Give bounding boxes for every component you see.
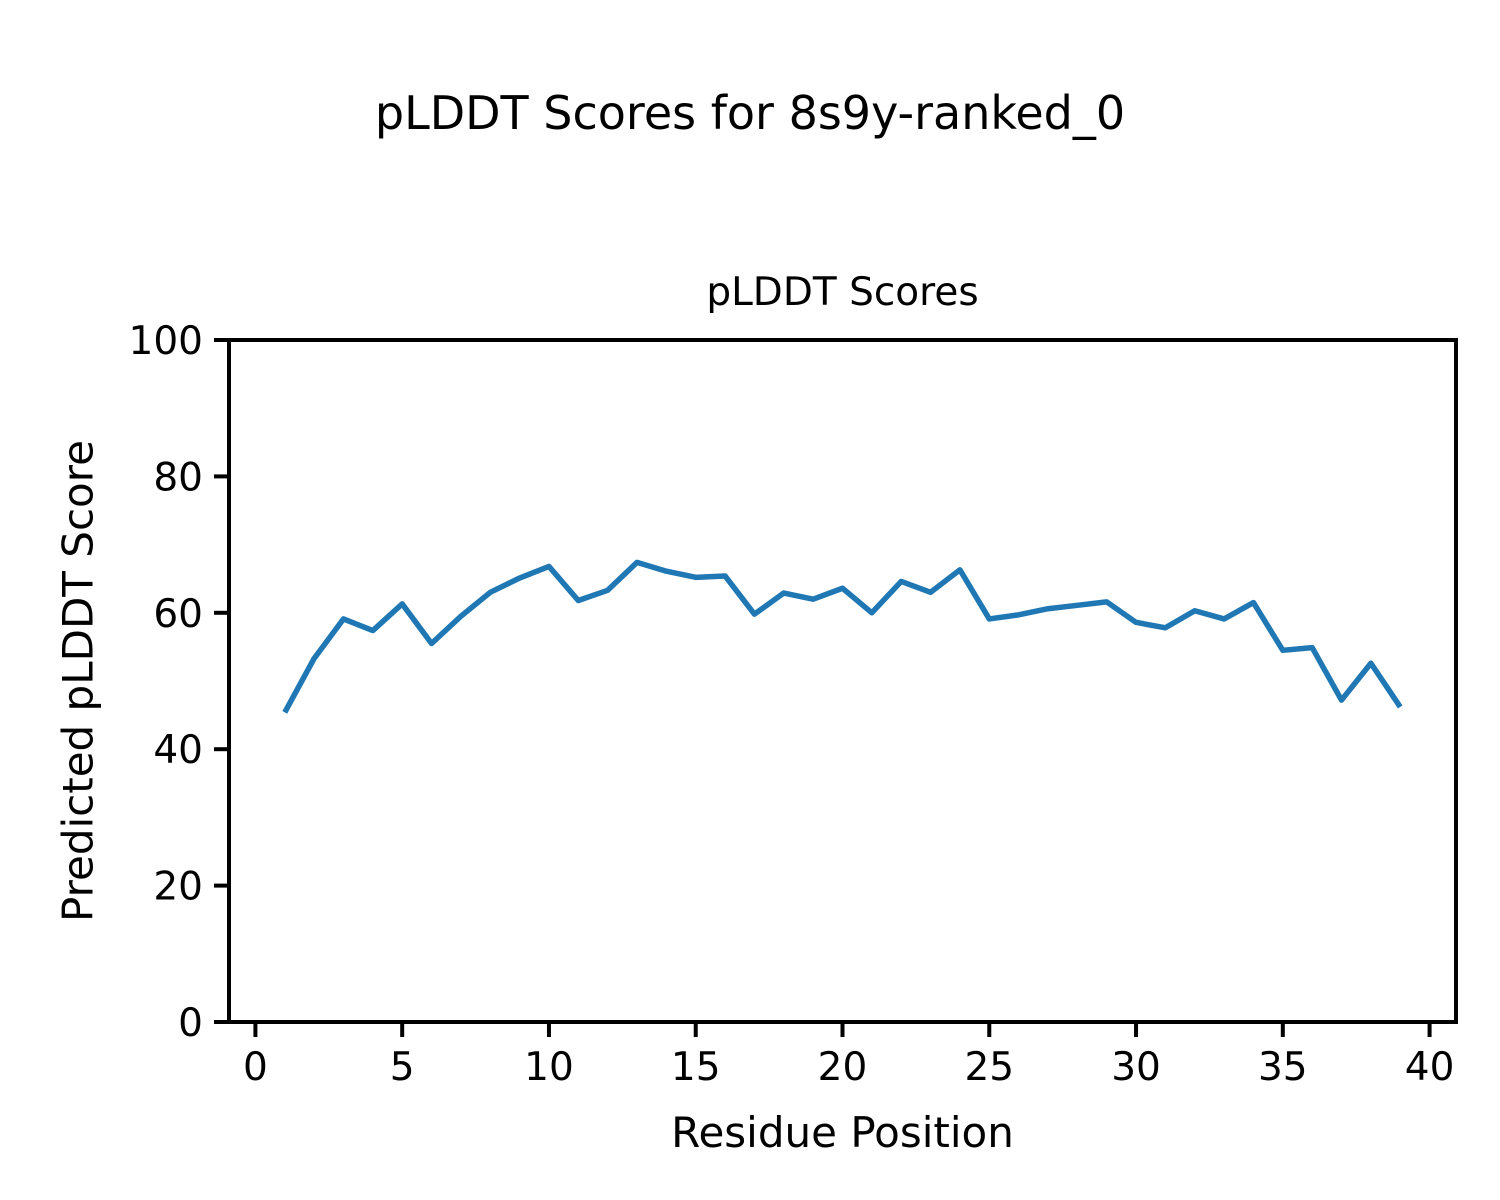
figure-suptitle: pLDDT Scores for 8s9y-ranked_0 <box>374 86 1126 140</box>
axes-spines <box>227 338 1458 1024</box>
y-tick-label: 20 <box>153 865 203 910</box>
y-tick-label: 40 <box>153 728 203 773</box>
x-tick-label: 10 <box>524 1045 574 1090</box>
plddt-line <box>282 559 1403 714</box>
x-tick-label: 15 <box>671 1045 721 1090</box>
x-tick-label: 5 <box>390 1045 415 1090</box>
x-tick-label: 30 <box>1111 1045 1161 1090</box>
y-tick-label: 0 <box>178 1001 203 1046</box>
x-tick-label: 35 <box>1258 1045 1308 1090</box>
axes-title: pLDDT Scores <box>706 270 979 315</box>
y-axis-label: Predicted pLDDT Score <box>53 440 103 922</box>
x-tick-label: 40 <box>1405 1045 1455 1090</box>
x-tick-label: 0 <box>243 1045 268 1090</box>
y-tick-label: 80 <box>153 455 203 500</box>
x-tick-label: 25 <box>964 1045 1014 1090</box>
y-tick-label: 100 <box>129 319 203 364</box>
x-axis-label: Residue Position <box>671 1108 1014 1157</box>
y-tick-label: 60 <box>153 592 203 637</box>
x-tick-label: 20 <box>818 1045 868 1090</box>
